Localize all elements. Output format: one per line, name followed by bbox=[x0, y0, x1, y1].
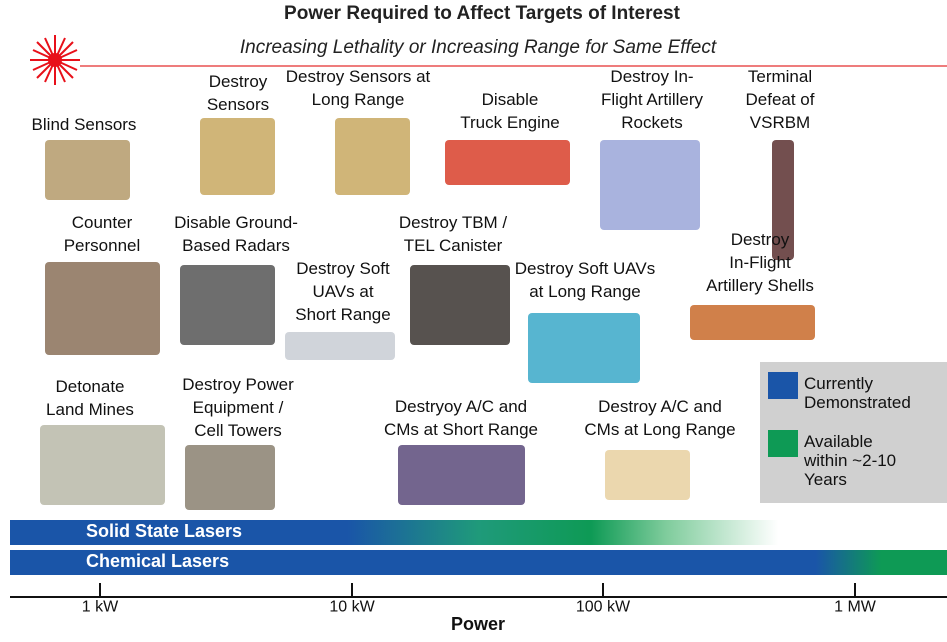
target-label: Sensors bbox=[207, 95, 269, 114]
tick-label: 1 kW bbox=[82, 598, 119, 615]
target-image bbox=[180, 265, 275, 345]
legend-swatch bbox=[768, 372, 798, 399]
title: Power Required to Affect Targets of Inte… bbox=[284, 3, 681, 24]
target-label: Defeat of bbox=[746, 90, 815, 109]
bar-label: Chemical Lasers bbox=[86, 551, 229, 571]
target-image bbox=[528, 313, 640, 383]
target-label: Rockets bbox=[621, 113, 682, 132]
target-image bbox=[285, 332, 395, 360]
target-label: Truck Engine bbox=[460, 113, 560, 132]
target-label: Destroy In- bbox=[610, 67, 693, 86]
target-label: UAVs at bbox=[312, 282, 373, 301]
target-label: Destroy Sensors at bbox=[286, 67, 431, 86]
legend-label: Demonstrated bbox=[804, 393, 911, 412]
target-image bbox=[45, 140, 130, 200]
legend-label: Available bbox=[804, 432, 873, 451]
target-label: CMs at Short Range bbox=[384, 420, 538, 439]
target-image bbox=[335, 118, 410, 195]
target-image bbox=[398, 445, 525, 505]
target-label: Disable bbox=[482, 90, 539, 109]
target-label: Cell Towers bbox=[194, 421, 282, 440]
target-label: VSRBM bbox=[750, 113, 810, 132]
laser-icon bbox=[30, 35, 80, 85]
target-label: In-Flight bbox=[729, 253, 791, 272]
target-label: TEL Canister bbox=[404, 236, 503, 255]
legend-label: Currently bbox=[804, 374, 873, 393]
target-label: Counter bbox=[72, 213, 133, 232]
target-image bbox=[40, 425, 165, 505]
target-label: Land Mines bbox=[46, 400, 134, 419]
target-label: Destryoy A/C and bbox=[395, 397, 527, 416]
target-label: Blind Sensors bbox=[32, 115, 137, 134]
target-label: at Long Range bbox=[529, 282, 641, 301]
legend-label: within ~2-10 bbox=[803, 451, 896, 470]
target-label: Based Radars bbox=[182, 236, 290, 255]
target-label: Destroy Soft UAVs bbox=[515, 259, 655, 278]
target-label: Terminal bbox=[748, 67, 812, 86]
target-image bbox=[600, 140, 700, 230]
bar-label: Solid State Lasers bbox=[86, 521, 242, 541]
target-label: Detonate bbox=[56, 377, 125, 396]
target-label: Flight Artillery bbox=[601, 90, 704, 109]
tick-label: 100 kW bbox=[576, 598, 631, 615]
target-label: Destroy bbox=[731, 230, 790, 249]
target-image bbox=[690, 305, 815, 340]
target-label: Destroy Power bbox=[182, 375, 294, 394]
target-label: Destroy bbox=[209, 72, 268, 91]
target-label: Long Range bbox=[312, 90, 405, 109]
target-image bbox=[185, 445, 275, 510]
target-label: Destroy Soft bbox=[296, 259, 390, 278]
axis-label: Power bbox=[451, 614, 505, 634]
target-label: Personnel bbox=[64, 236, 141, 255]
target-image bbox=[605, 450, 690, 500]
subtitle: Increasing Lethality or Increasing Range… bbox=[240, 37, 717, 58]
target-image bbox=[410, 265, 510, 345]
target-image bbox=[200, 118, 275, 195]
target-image bbox=[45, 262, 160, 355]
legend-label: Years bbox=[804, 470, 847, 489]
target-image bbox=[445, 140, 570, 185]
tick-label: 1 MW bbox=[834, 598, 877, 615]
target-label: Equipment / bbox=[193, 398, 284, 417]
target-label: Short Range bbox=[295, 305, 390, 324]
target-label: Artillery Shells bbox=[706, 276, 814, 295]
tick-label: 10 kW bbox=[329, 598, 375, 615]
infographic: Power Required to Affect Targets of Inte… bbox=[0, 0, 947, 637]
target-label: Destroy TBM / bbox=[399, 213, 508, 232]
legend-swatch bbox=[768, 430, 798, 457]
target-label: Destroy A/C and bbox=[598, 397, 722, 416]
target-label: CMs at Long Range bbox=[584, 420, 735, 439]
target-label: Disable Ground- bbox=[174, 213, 298, 232]
